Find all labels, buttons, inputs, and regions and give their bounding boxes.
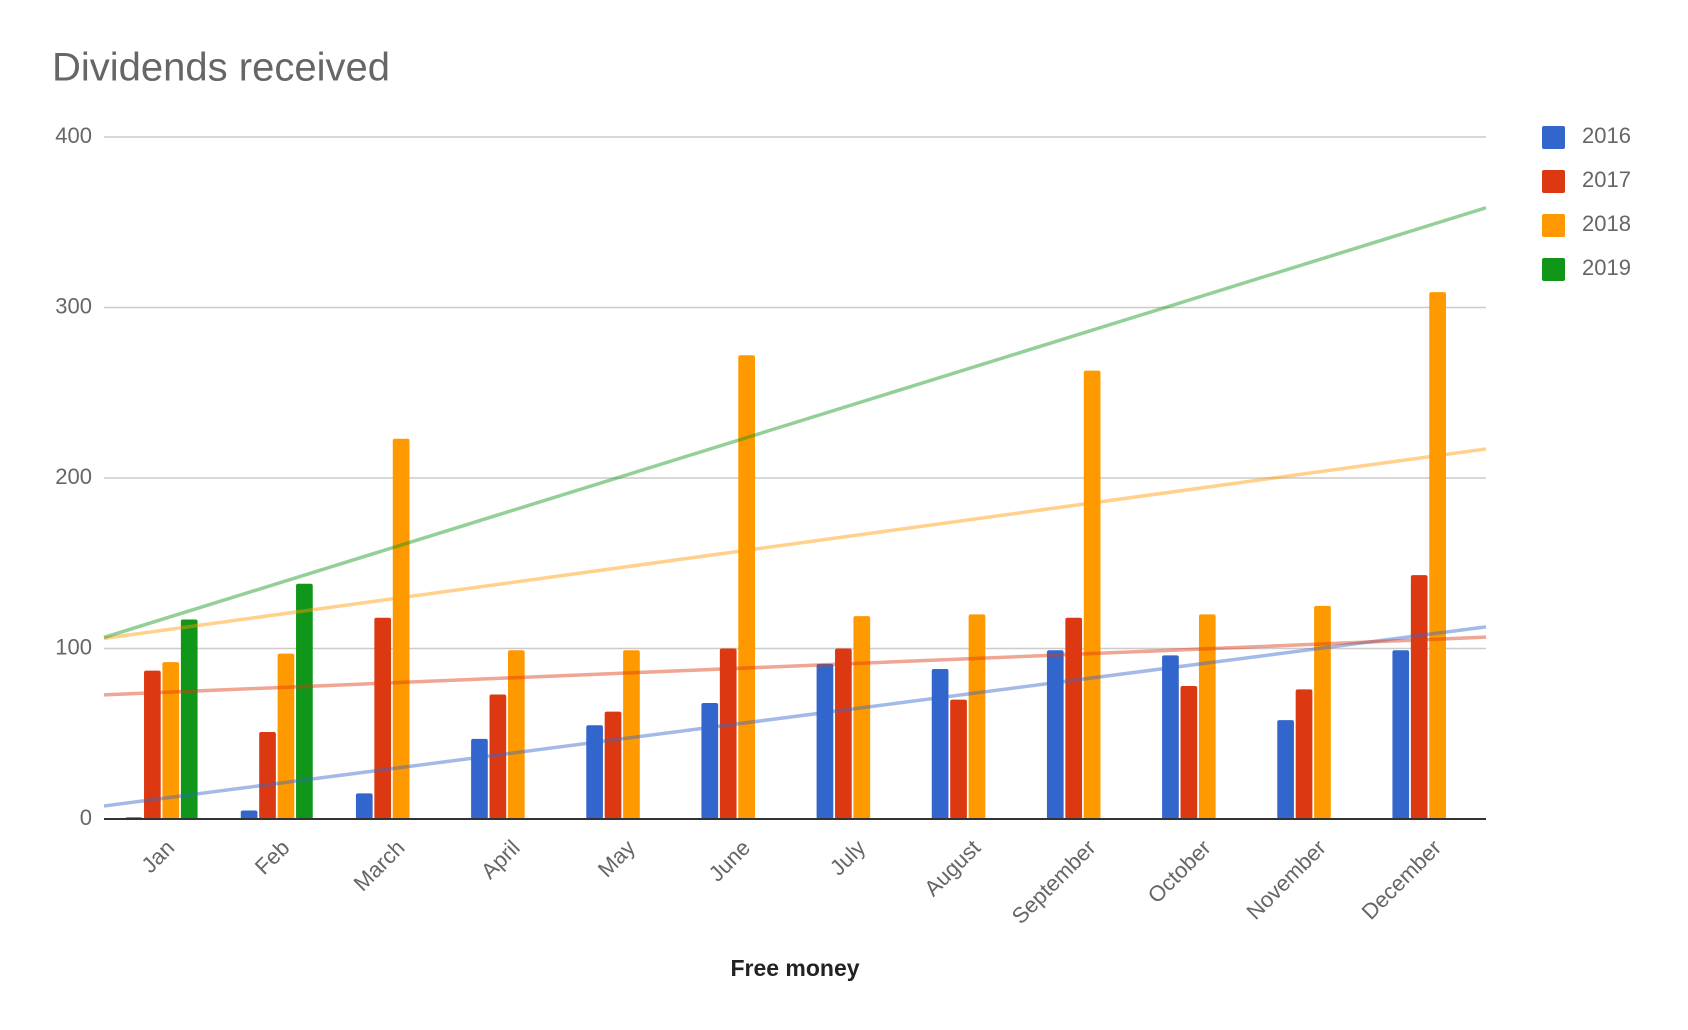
bar [931,668,949,819]
bar [738,355,755,819]
legend-swatch [1542,258,1565,281]
bar [374,617,392,819]
y-tick-label: 0 [80,805,92,830]
bar [277,653,295,819]
bar [1065,617,1083,819]
bar [950,699,967,819]
bar [1314,605,1331,819]
legend-label: 2019 [1582,255,1631,280]
legend-label: 2017 [1582,167,1631,192]
bar [1277,720,1294,819]
bar [1198,614,1216,819]
bar [1162,655,1179,819]
bar [1180,686,1198,819]
y-tick-label: 200 [55,464,92,489]
bar [1083,370,1101,819]
trendline [103,206,1487,640]
bar [240,810,258,819]
trendline [103,625,1487,808]
x-tick-label: April [476,835,525,884]
x-tick-label: March [349,835,410,896]
x-tick-label: Feb [250,835,294,879]
trendline [103,447,1487,641]
chart-title: Dividends received [52,46,390,90]
x-tick-label: September [1007,835,1101,929]
bar [471,738,488,819]
y-tick-label: 100 [55,634,92,659]
bar [392,438,410,819]
bar [1410,575,1428,819]
legend-swatch [1542,126,1565,149]
x-axis-label: Free money [730,955,859,981]
bar [507,650,525,819]
bar [180,619,198,819]
x-tick-label: December [1357,835,1446,924]
x-tick-label: May [593,835,640,882]
bar [1046,650,1064,819]
y-tick-label: 400 [55,123,92,148]
trendline [103,635,1487,697]
x-tick-label: November [1241,835,1330,924]
x-tick-label: June [704,835,755,886]
bar [701,703,719,819]
y-tick-label: 300 [55,293,92,318]
x-tick-label: July [825,835,870,880]
bar [144,670,161,819]
bar [586,725,603,819]
bar [355,793,373,819]
legend-label: 2018 [1582,211,1631,236]
bar [623,650,640,819]
x-tick-label: August [919,835,985,901]
legend-swatch [1542,214,1565,237]
bar [853,616,871,819]
bar [162,662,180,819]
x-tick-label: October [1143,835,1216,908]
bar [835,648,852,819]
bar [1392,650,1410,819]
bar [604,711,622,819]
bar [968,614,986,819]
legend-label: 2016 [1582,123,1631,148]
bar [816,663,834,819]
legend-swatch [1542,170,1565,193]
x-tick-label: Jan [136,835,179,878]
bar [719,648,737,819]
bar [1429,292,1446,819]
bar [489,694,507,819]
bar [296,583,313,819]
bar [1295,689,1313,819]
bar [259,732,276,819]
